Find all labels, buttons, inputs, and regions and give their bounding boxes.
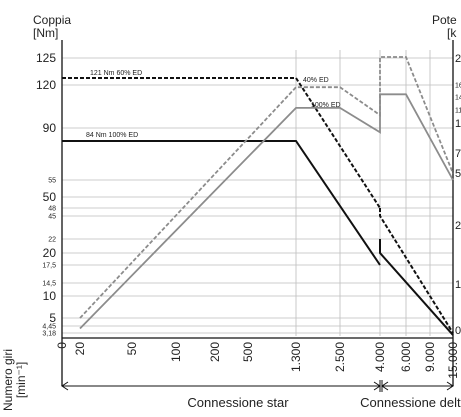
x-tick-label: 15.000	[446, 342, 460, 379]
left-tick-label: 45	[48, 214, 56, 221]
left-tick-label: 5	[49, 311, 56, 325]
left-axis-unit: [Nm]	[33, 26, 58, 40]
right-tick-label: 10	[455, 118, 461, 130]
left-tick-label: 10	[43, 289, 57, 303]
right-tick-label: 5	[455, 168, 461, 180]
right-tick-label: 0	[455, 325, 461, 337]
left-tick-label: 20	[43, 246, 57, 260]
annotation-84nm: 84 Nm 100% ED	[86, 132, 138, 139]
x-tick-label: 200	[208, 342, 222, 362]
series-line-100ed	[79, 93, 454, 330]
right-tick-label: 20	[455, 53, 461, 65]
x-tick-label: 1.300	[289, 342, 303, 372]
right-tick-label: 11	[455, 108, 461, 115]
series-line-84nm	[62, 140, 381, 266]
group-label-delta: Connessione delta	[360, 395, 461, 410]
series-line-121nm	[62, 77, 381, 209]
left-tick-label: 125	[36, 51, 56, 65]
bracket-arrow-left	[381, 381, 389, 391]
left-tick-label: 22	[48, 237, 56, 244]
right-tick-label: 14	[455, 95, 461, 102]
left-tick-label: 48	[48, 206, 56, 213]
bracket-arrow-right	[446, 381, 454, 391]
left-tick-label: 120	[36, 78, 56, 92]
series-line-delta-dashed	[379, 208, 454, 334]
right-tick-label: 1	[455, 279, 461, 291]
x-tick-label: 20	[73, 342, 87, 356]
left-tick-label: 3,18	[42, 331, 56, 338]
gridlines	[61, 40, 454, 392]
annotation-121nm: 121 Nm 60% ED	[90, 70, 142, 77]
x-tick-label: 9.000	[423, 342, 437, 372]
x-axis-title: Numero giri	[1, 349, 15, 411]
series-line-40ed	[79, 56, 454, 319]
left-tick-label: 55	[48, 178, 56, 185]
x-tick-label: 6.000	[399, 342, 413, 372]
bracket-arrow-left	[61, 381, 69, 391]
right-tick-label: 2	[455, 220, 461, 232]
x-axis-unit: [min⁻¹]	[14, 362, 28, 398]
left-axis-title: Coppia	[33, 13, 71, 27]
left-tick-label: 50	[43, 190, 57, 204]
right-tick-label: 16	[455, 83, 461, 90]
left-tick-label: 17,5	[42, 263, 56, 270]
series-group	[62, 56, 454, 336]
left-tick-label: 14,5	[42, 281, 56, 288]
annotation-100ed: 100% ED	[311, 102, 341, 109]
bracket-arrow-right	[373, 381, 381, 391]
right-axis-title: Pote	[432, 13, 457, 27]
labels-group: Coppia[Nm]Pote[k1251209055504845222017,5…	[1, 13, 461, 411]
annotation-40ed: 40% ED	[303, 77, 329, 84]
x-tick-label: 100	[169, 342, 183, 362]
series-line-delta-solid	[379, 239, 454, 336]
left-tick-label: 4,45	[42, 324, 56, 331]
right-tick-label: 7	[455, 148, 461, 160]
x-tick-label: 2.500	[333, 342, 347, 372]
right-axis-unit: [k	[447, 26, 457, 40]
x-tick-label: 50	[125, 342, 139, 356]
x-tick-label: 4.000	[373, 342, 387, 372]
group-label-star: Connessione star	[187, 395, 289, 410]
x-tick-label: 500	[241, 342, 255, 362]
left-tick-label: 90	[43, 121, 57, 135]
x-tick-label: 0	[55, 342, 69, 349]
